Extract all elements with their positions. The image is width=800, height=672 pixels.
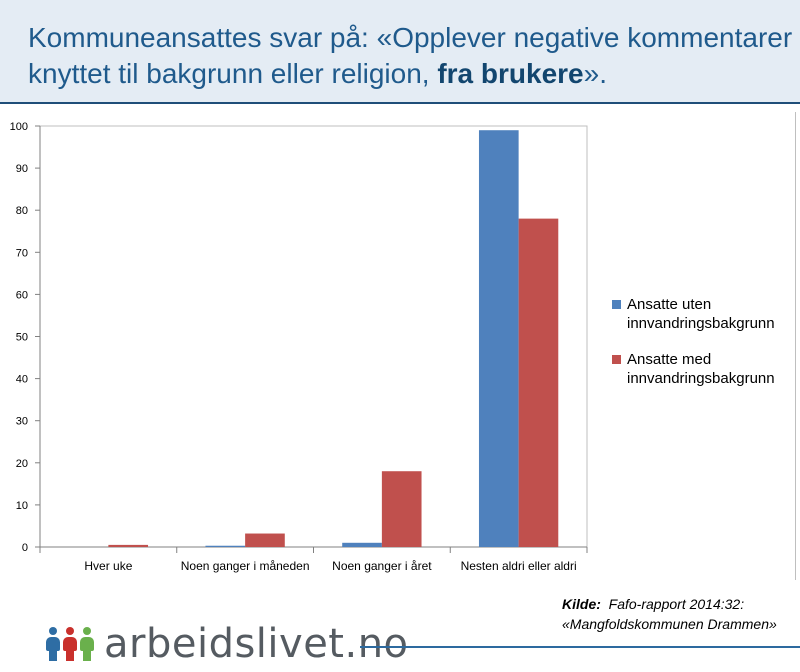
page-title: Kommuneansattes svar på: «Opplever negat… [28, 20, 798, 92]
x-category-label: Hver uke [84, 559, 132, 573]
header-divider [0, 102, 800, 104]
y-tick-label: 70 [16, 247, 28, 259]
title-suffix: ». [583, 58, 607, 89]
y-tick-label: 60 [16, 289, 28, 301]
y-tick-label: 100 [10, 121, 28, 133]
y-tick-label: 80 [16, 205, 28, 217]
bar-chart: 0 10 20 30 40 50 60 70 80 90 100 Hver uke Noen gange… [10, 121, 775, 573]
legend-label: Ansatte uten [627, 296, 711, 313]
source-line-1: Fafo-rapport 2014:32: [608, 596, 745, 612]
people-icon [46, 627, 94, 661]
footer-divider [360, 646, 800, 648]
site-logo[interactable]: arbeidslivet.no [46, 621, 409, 667]
y-tick-label: 50 [16, 332, 28, 344]
y-tick-label: 10 [16, 500, 28, 512]
person-figure-icon [63, 627, 77, 661]
legend-label: innvandringsbakgrunn [627, 370, 775, 387]
bar-med [381, 471, 422, 547]
source-label: Kilde: [562, 596, 601, 612]
person-figure-icon [46, 627, 60, 661]
y-tick-label: 20 [16, 458, 28, 470]
y-tick-label: 30 [16, 416, 28, 428]
bar-med [108, 544, 149, 547]
bar-uten [478, 130, 519, 547]
legend-label: innvandringsbakgrunn [627, 315, 775, 332]
x-category-label: Nesten aldri eller aldri [461, 559, 577, 573]
chart-area: 0 10 20 30 40 50 60 70 80 90 100 Hver uke Noen gange… [0, 112, 796, 580]
legend-label: Ansatte med [627, 351, 711, 368]
person-figure-icon [80, 627, 94, 661]
y-tick-label: 0 [22, 542, 28, 554]
logo-text: arbeidslivet.no [104, 621, 409, 667]
y-tick-label: 90 [16, 163, 28, 175]
source-line-2: «Mangfoldskommunen Drammen» [562, 616, 777, 632]
header-band [0, 0, 800, 104]
bar-med [518, 218, 559, 547]
title-emphasis: fra brukere [437, 58, 584, 89]
legend-swatch [612, 300, 621, 309]
x-category-label: Noen ganger i året [332, 559, 432, 573]
title-prefix: Kommuneansattes svar på: «Opplever negat… [28, 22, 793, 89]
bar-med [245, 533, 285, 547]
y-tick-label: 40 [16, 374, 28, 386]
x-category-label: Noen ganger i måneden [181, 559, 310, 573]
bar-uten [205, 545, 246, 547]
source-note: Kilde: Fafo-rapport 2014:32: «Mangfoldsk… [562, 594, 777, 634]
bar-uten [342, 542, 382, 547]
legend-swatch [612, 355, 621, 364]
